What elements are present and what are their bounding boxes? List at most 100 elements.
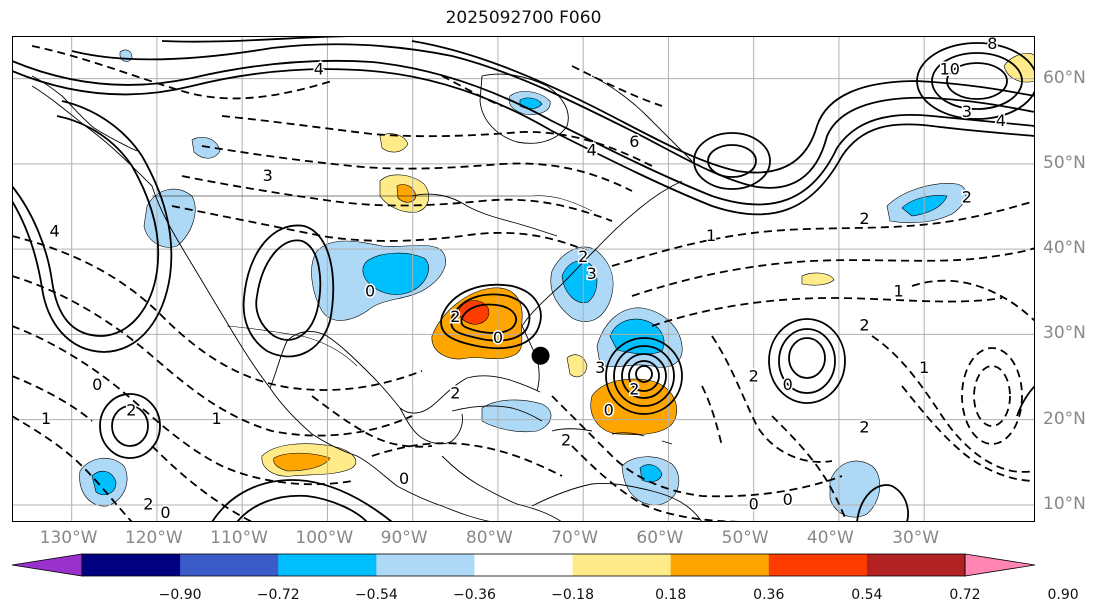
contour-dashed-24 — [911, 279, 1035, 322]
latitude-label: 40°N — [1043, 238, 1086, 259]
north-america-coast — [31, 85, 493, 522]
contour-dashed-12 — [651, 297, 1003, 327]
contour-solid-pacific-sw-2 — [111, 405, 149, 447]
contour-label: 4 — [50, 222, 60, 241]
contour-label: 10 — [940, 60, 960, 79]
colorbar-tick-label: −0.72 — [256, 587, 300, 603]
contour-label: 0 — [493, 328, 503, 347]
colorbar-extend-high — [964, 553, 1036, 577]
coastlines — [31, 73, 703, 522]
warm-anomaly-pacific-core — [273, 452, 331, 472]
great-lakes — [411, 193, 558, 237]
contour-label: 0 — [92, 375, 102, 394]
contour-label: 4 — [314, 60, 324, 79]
contour-label: 3 — [962, 102, 972, 121]
storm-center-marker — [531, 346, 550, 365]
contour-solid-pacific-sw — [99, 393, 161, 459]
contour-dashed-20 — [371, 442, 563, 477]
warm-anomaly-canada — [379, 133, 409, 153]
colorbar-segment — [866, 554, 966, 576]
labrador — [591, 75, 693, 162]
contours — [12, 36, 1035, 522]
contour-label: 2 — [962, 188, 972, 207]
contour-dashed-4 — [12, 375, 253, 522]
contour-solid-labrador-low — [693, 132, 771, 190]
contours-dashed — [12, 45, 1035, 522]
longitude-label: 110°W — [210, 528, 268, 548]
alaska-coast — [31, 75, 138, 152]
colorbar-tick-label: −0.54 — [354, 587, 398, 603]
contour-dashed-21 — [311, 395, 433, 448]
contour-label: 2 — [450, 384, 460, 403]
contour-solid-atlantic-high-2 — [778, 328, 836, 394]
contour-label: 2 — [859, 315, 869, 334]
contour-solid-jet-1 — [12, 68, 1035, 216]
contour-dashed-1 — [12, 235, 423, 391]
contour-solid-jet-2 — [12, 59, 1035, 206]
contour-label: 2 — [859, 418, 869, 437]
canada-border — [152, 195, 593, 212]
contour-solid-itcz — [211, 479, 393, 522]
contour-label: 8 — [987, 36, 997, 53]
contour-label: 1 — [919, 358, 929, 377]
longitude-label: 90°W — [380, 528, 428, 548]
cuba — [451, 405, 543, 422]
contour-label: 0 — [783, 490, 793, 509]
colorbar-tick-label: 0.36 — [753, 587, 785, 603]
colorbar-segment — [474, 554, 574, 576]
contour-dashed-9 — [221, 115, 653, 167]
cold-anomaly-hurricane-core — [609, 318, 665, 355]
contour-dashed-13 — [551, 395, 843, 498]
cold-anomaly-pacific-west-core — [91, 470, 117, 495]
colorbar-extend-low — [11, 553, 83, 577]
colorbar-tick-label: 0.90 — [1047, 587, 1079, 603]
contour-dashed-3 — [12, 325, 353, 486]
contour-solid-south-atlantic — [856, 484, 909, 522]
contour-solid-hurricane-1 — [605, 337, 683, 415]
contour-label: 2 — [450, 307, 460, 326]
contour-label: 0 — [749, 494, 759, 513]
latitude-label: 10°N — [1043, 493, 1086, 514]
longitude-label: 80°W — [465, 528, 513, 548]
contour-solid-greenland-high-3 — [946, 62, 1008, 100]
cold-anomaly-atlantic-se — [829, 460, 880, 518]
colorbar — [11, 553, 1036, 577]
contour-dashed-22 — [701, 385, 723, 447]
colorbar-segment — [376, 554, 475, 576]
contour-solid-atlantic-high-3 — [788, 337, 826, 379]
us-east-coast — [521, 180, 683, 327]
colorbar-tick-label: −0.36 — [452, 587, 496, 603]
warm-anomaly-atlantic-mid — [801, 272, 835, 286]
longitude-label: 60°W — [636, 528, 684, 548]
contour-dashed-atlantic-low — [961, 347, 1023, 445]
contour-dashed-2 — [12, 275, 413, 437]
colorbar-tick-label: 0.18 — [655, 587, 687, 603]
south-america — [531, 483, 703, 522]
contour-dashed-16 — [871, 335, 1035, 473]
contour-label: 0 — [783, 375, 793, 394]
contour-label: 1 — [212, 409, 222, 428]
contour-dashed-14 — [571, 445, 753, 522]
longitude-label: 130°W — [39, 528, 98, 548]
contour-label: 2 — [859, 209, 869, 228]
colorbar-segment — [768, 554, 868, 576]
longitude-label: 100°W — [295, 528, 354, 548]
central-america — [441, 455, 563, 522]
map-background — [12, 36, 1035, 522]
latitude-label: 50°N — [1043, 152, 1086, 173]
cold-anomaly-bc — [191, 137, 221, 159]
contour-label: 1 — [41, 409, 51, 428]
contour-dashed-6 — [171, 205, 588, 252]
contour-solid-labrador-low-2 — [707, 144, 757, 178]
contour-dashed-10 — [611, 200, 1035, 267]
contour-dashed-8 — [201, 145, 633, 192]
colorbar-segment — [572, 554, 672, 576]
contour-dashed-11 — [631, 247, 1035, 297]
contour-label: 6 — [629, 132, 639, 151]
cold-anomaly-hudson-core — [519, 97, 543, 110]
contour-solid-greenland-high-1 — [916, 42, 1035, 120]
cold-anomaly-eastcoast-core — [561, 260, 598, 304]
colorbar-segment — [278, 554, 377, 576]
contour-label: 0 — [160, 503, 170, 522]
contour-solid-hurricane-4 — [628, 360, 660, 392]
